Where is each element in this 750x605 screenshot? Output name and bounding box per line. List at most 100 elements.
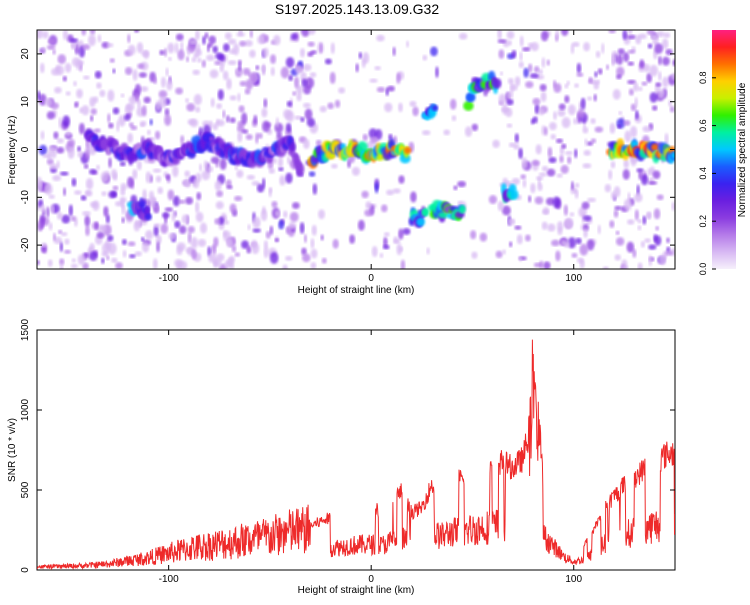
spectrogram-noise-cell	[457, 180, 467, 188]
spectrogram-noise-cell	[212, 122, 219, 131]
spectrogram-noise-cell	[229, 117, 236, 124]
spectrogram-noise-cell	[252, 228, 261, 233]
spectrogram-noise-cell	[282, 264, 288, 269]
spectrogram-noise-cell	[89, 251, 98, 261]
spectrogram-noise-cell	[132, 169, 138, 180]
spectrogram-noise-cell	[214, 180, 222, 191]
spectrogram-noise-cell	[109, 58, 115, 63]
spectrogram-noise-cell	[121, 204, 126, 215]
spectrogram-noise-cell	[501, 107, 510, 113]
spectrogram-noise-cell	[582, 163, 592, 169]
spectrogram-noise-cell	[653, 208, 661, 220]
spectrogram-noise-cell	[241, 129, 249, 134]
spectrogram-noise-cell	[613, 209, 619, 218]
spectrogram-noise-cell	[649, 64, 659, 77]
spectrogram-noise-cell	[302, 253, 311, 263]
spectrogram-noise-cell	[622, 51, 630, 63]
spectrogram-noise-cell	[231, 245, 237, 253]
spectrogram-noise-cell	[610, 161, 616, 169]
spectrogram-noise-cell	[180, 135, 185, 145]
spectrogram-noise-cell	[141, 105, 147, 117]
spectrogram-noise-cell	[288, 75, 294, 82]
spectrogram-noise-cell	[89, 168, 97, 175]
spectrogram-noise-cell	[62, 115, 71, 128]
spectrogram-noise-cell	[567, 237, 577, 249]
spectrogram-noise-cell	[64, 249, 72, 254]
spectrogram-noise-cell	[189, 39, 198, 45]
spectrogram-noise-cell	[251, 180, 260, 186]
spectrogram-noise-cell	[664, 132, 669, 145]
spectrogram-noise-cell	[580, 97, 586, 110]
spectrogram-noise-cell	[246, 245, 252, 254]
colorbar-ticks: 0.0 0.2 0.4 0.6 0.8	[698, 72, 716, 275]
spectrogram-noise-cell	[295, 64, 303, 75]
spectrogram-noise-cell	[387, 85, 395, 92]
spectrogram-noise-cell	[59, 263, 64, 269]
spectrogram-ridge-cell	[671, 152, 675, 159]
spectrogram-noise-cell	[46, 44, 56, 50]
spectrogram-noise-cell	[564, 150, 573, 156]
spectrogram-noise-cell	[617, 48, 625, 55]
spectrogram-noise-cell	[453, 185, 458, 191]
spectrogram-noise-cell	[187, 226, 195, 234]
spectrogram-noise-cell	[332, 238, 339, 249]
spectrogram-noise-cell	[508, 241, 513, 248]
spectrogram-noise-cell	[566, 156, 572, 165]
spectrogram-noise-cell	[84, 148, 90, 159]
spectrogram-noise-cell	[42, 30, 49, 39]
spectrogram-noise-cell	[120, 93, 125, 98]
spectrogram-noise-cell	[156, 241, 160, 253]
spectrogram-noise-cell	[497, 30, 502, 40]
spectrogram-noise-cell	[508, 218, 515, 223]
spectrogram-noise-cell	[653, 234, 658, 243]
spectrogram-noise-cell	[525, 234, 531, 242]
spectrogram-noise-cell	[358, 52, 363, 60]
spectrogram-noise-cell	[393, 236, 399, 244]
spectrogram-noise-cell	[561, 143, 567, 149]
spectrogram-noise-cell	[99, 225, 107, 232]
spectrogram-noise-cell	[285, 226, 291, 235]
spectrogram-noise-cell	[251, 242, 260, 255]
spectrogram-noise-cell	[634, 110, 639, 120]
spectrogram-noise-cell	[514, 76, 521, 87]
spectrogram-noise-cell	[593, 82, 600, 90]
spectrogram-noise-cell	[168, 232, 176, 240]
spectrogram-noise-cell	[573, 117, 578, 125]
spectrogram-noise-cell	[164, 207, 174, 212]
spectrogram-noise-cell	[351, 166, 360, 176]
spectrogram-noise-cell	[67, 147, 75, 159]
spectrogram-ridge-cell	[431, 104, 439, 112]
spectrogram-noise-cell	[648, 254, 653, 267]
spectrogram-noise-cell	[280, 66, 290, 79]
spectrogram-noise-cell	[101, 251, 109, 257]
spectrogram-noise-cell	[58, 117, 63, 129]
spectrogram-noise-cell	[165, 67, 169, 77]
snr-x-ticks: -100 0 100	[159, 330, 583, 585]
spectrogram-noise-cell	[210, 97, 215, 108]
spectrogram-noise-cell	[542, 209, 550, 215]
spectrogram-noise-cell	[223, 43, 230, 52]
spectrogram-noise-cell	[111, 257, 118, 263]
spectrogram-noise-cell	[241, 240, 249, 249]
spectrogram-noise-cell	[608, 169, 613, 180]
spectrogram-noise-cell	[96, 164, 100, 171]
spectrogram-noise-cell	[155, 204, 159, 213]
spectrogram-noise-cell	[492, 139, 500, 148]
snr-y-axis-label: SNR (10 * v/v)	[7, 418, 18, 482]
spectrogram-noise-cell	[47, 259, 53, 267]
spectrogram-noise-cell	[121, 216, 125, 224]
spectrogram-noise-cell	[301, 247, 307, 256]
spectrogram-noise-cell	[201, 59, 207, 68]
spectrogram-noise-cell	[70, 263, 78, 269]
spectrogram-noise-cell	[289, 221, 296, 230]
spectrogram-noise-cell	[365, 201, 372, 210]
spectrogram-noise-cell	[307, 41, 315, 47]
spectrogram-noise-cell	[263, 240, 268, 249]
spectrogram-noise-cell	[435, 66, 439, 78]
spectrogram-noise-cell	[232, 43, 240, 56]
spectrogram-noise-cell	[122, 249, 127, 258]
spectrogram-noise-cell	[669, 106, 675, 113]
spectrogram-noise-cell	[212, 45, 218, 54]
spectrogram-noise-cell	[642, 215, 647, 225]
